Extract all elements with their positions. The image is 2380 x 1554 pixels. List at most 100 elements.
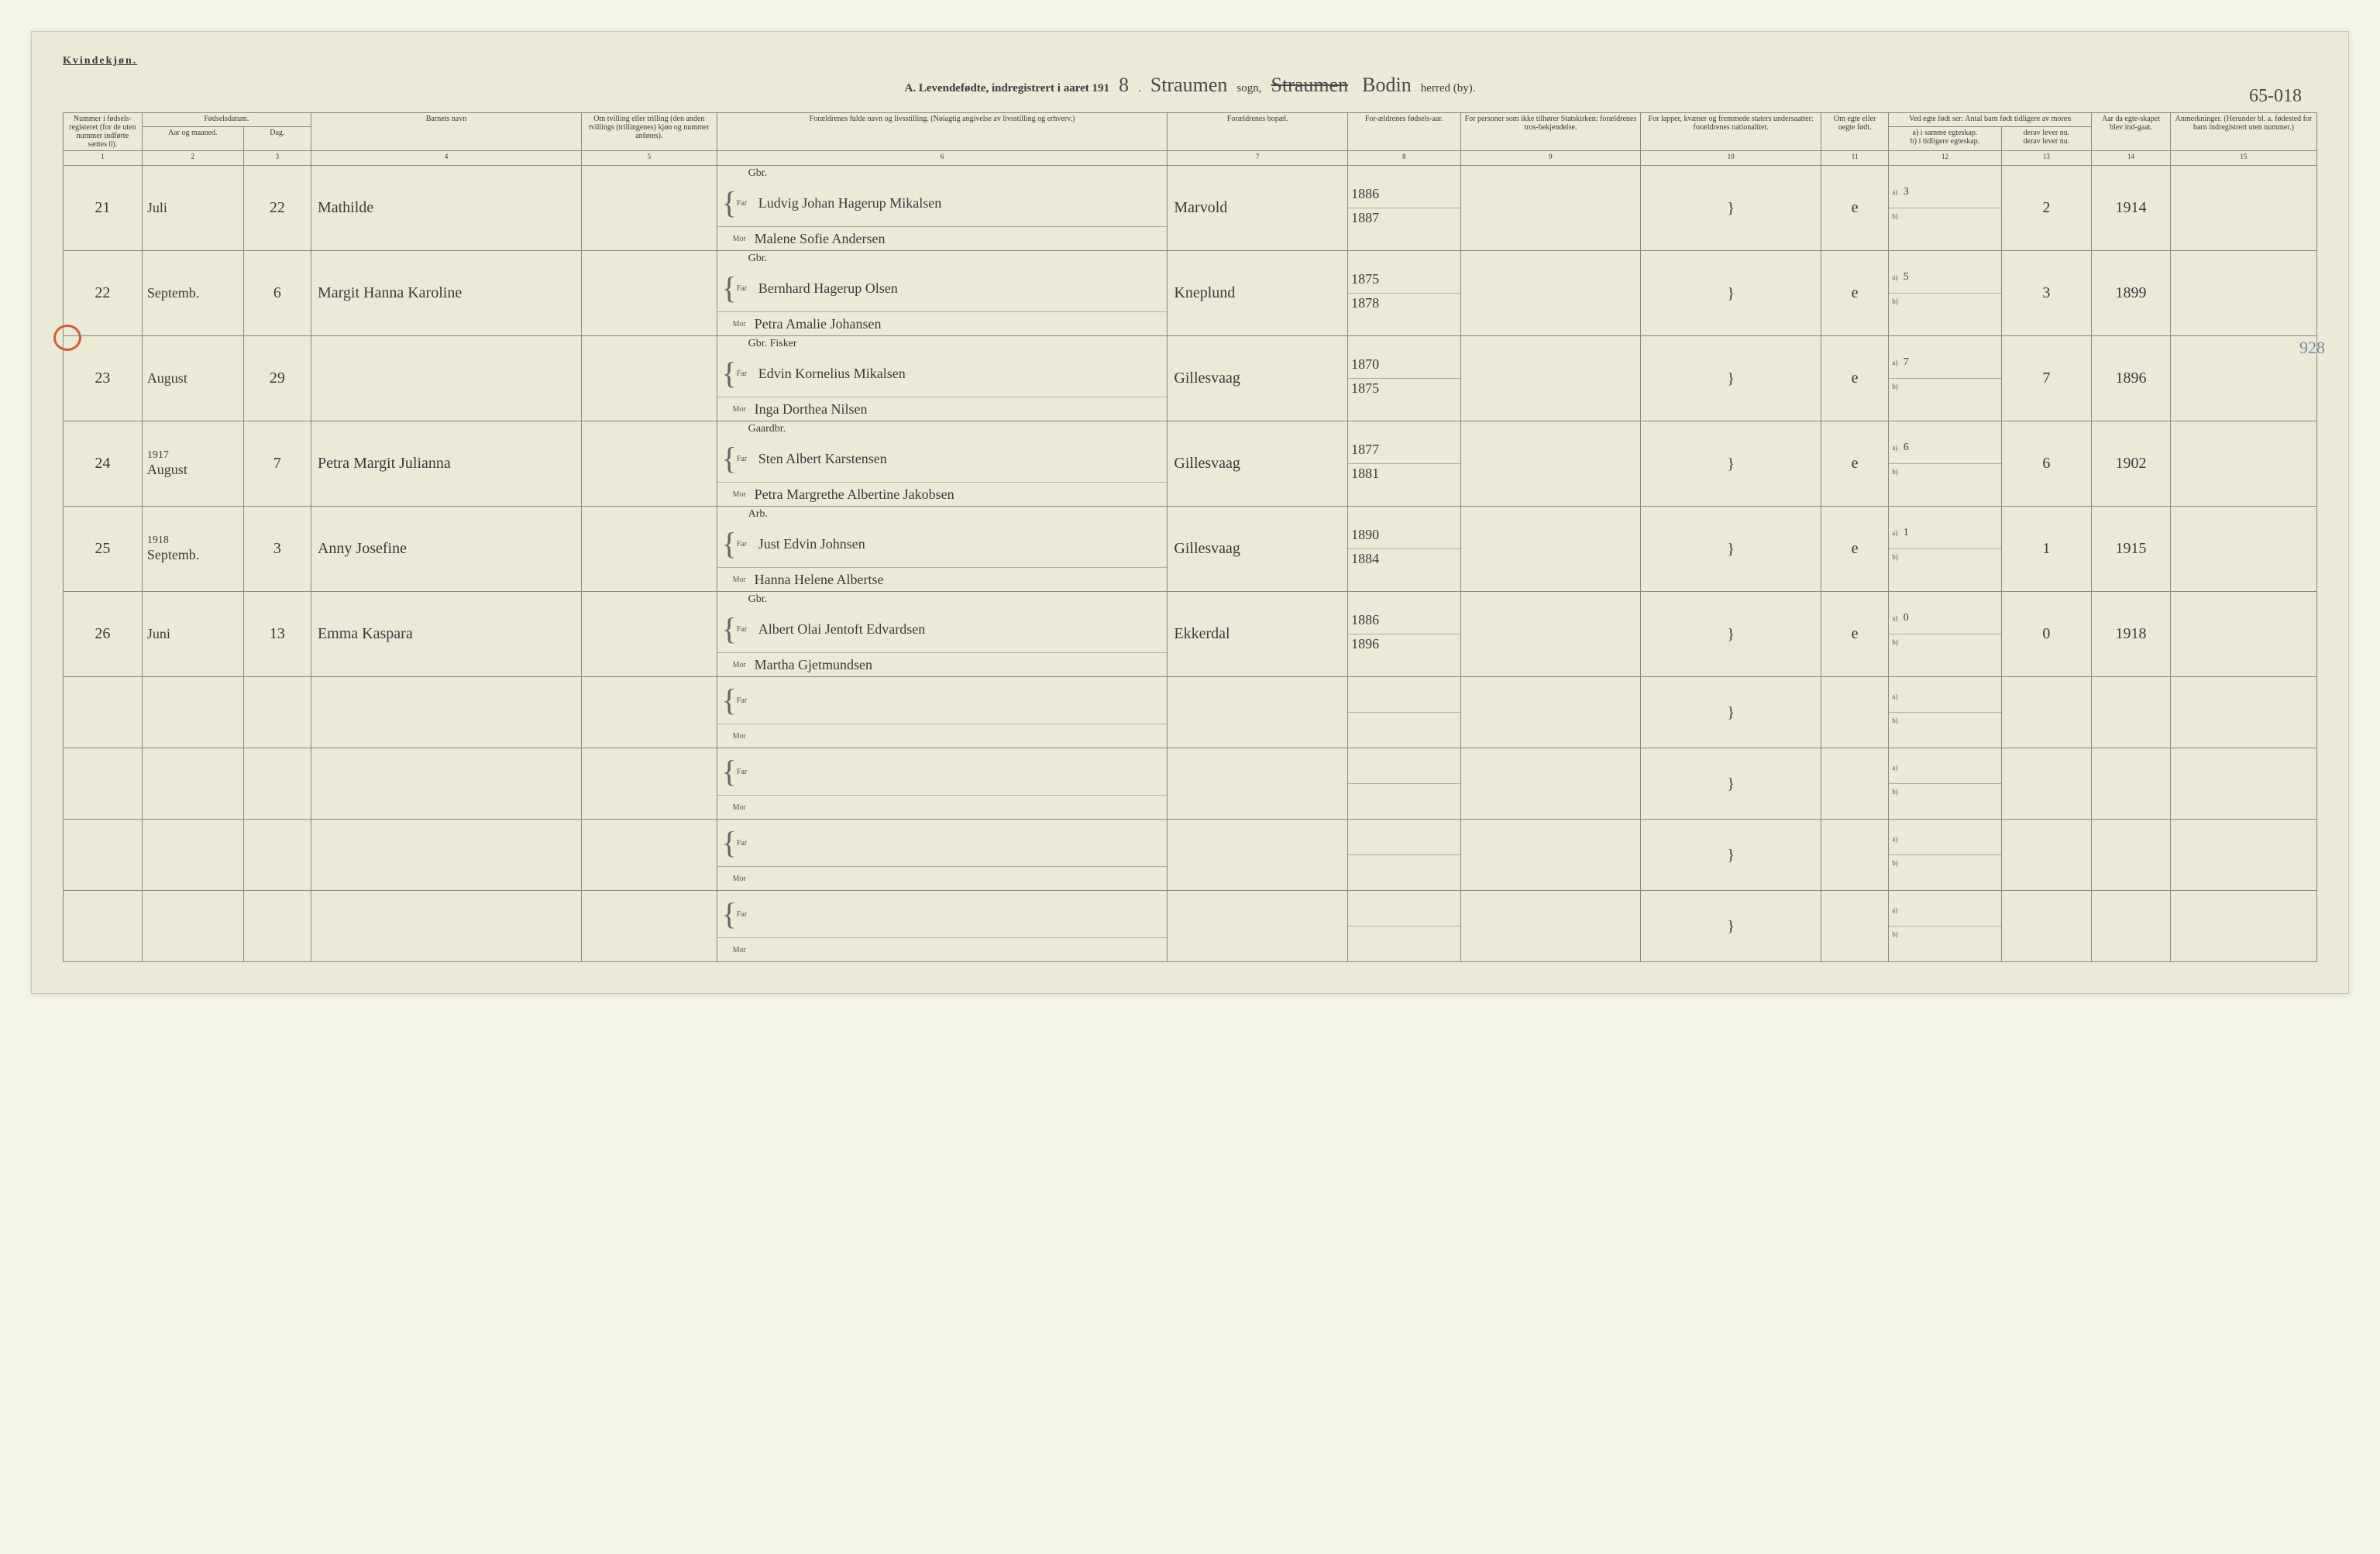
col-7: Forældrenes bopæl. <box>1168 113 1348 151</box>
col-11: Om egte eller uegte født. <box>1821 113 1888 151</box>
month: 1917August <box>142 421 243 507</box>
birth-years: 18771881 <box>1348 421 1460 507</box>
title-prefix: A. Levendefødte, indregistrert i aaret 1… <box>904 82 1109 95</box>
prior-children: a) 7 b) <box>1889 336 2001 421</box>
col-6: Forældrenes fulde navn og livsstilling. … <box>717 113 1168 151</box>
col-2b: Dag. <box>243 127 311 151</box>
child-name: Emma Kaspara <box>311 592 581 677</box>
residence: Gillesvaag <box>1168 336 1348 421</box>
month: 1918Septemb. <box>142 507 243 592</box>
table-row: {Far Mor } a)b) <box>64 677 2317 748</box>
register-page: 928 Kvindekjøn. A. Levendefødte, indregi… <box>31 31 2349 994</box>
legitimate: e <box>1821 251 1888 336</box>
red-annotation-circle <box>53 325 81 351</box>
sogn-name: Straumen <box>1146 74 1233 97</box>
living: 7 <box>2001 336 2091 421</box>
herred-label: herred (by). <box>1421 82 1476 95</box>
month: August <box>142 336 243 421</box>
marriage-year: 1914 <box>2092 166 2171 251</box>
herred-code: 65-018 <box>2249 86 2302 107</box>
col-8: For-ældrenes fødsels-aar. <box>1348 113 1460 151</box>
col-12: Ved egte født ser: Antal barn født tidli… <box>1889 113 2092 127</box>
title-line: A. Levendefødte, indregistrert i aaret 1… <box>63 74 2317 97</box>
child-name <box>311 336 581 421</box>
child-name: Petra Margit Julianna <box>311 421 581 507</box>
marriage-year: 1915 <box>2092 507 2171 592</box>
residence: Ekkerdal <box>1168 592 1348 677</box>
legitimate: e <box>1821 507 1888 592</box>
sogn-label: sogn, <box>1236 82 1261 95</box>
table-row: 21 Juli 22 Mathilde Gbr. {FarLudvig Joha… <box>64 166 2317 251</box>
birth-years: 18861887 <box>1348 166 1460 251</box>
month: Juli <box>142 166 243 251</box>
birth-years: 18901884 <box>1348 507 1460 592</box>
col-14: Aar da egte-skapet blev ind-gaat. <box>2092 113 2171 151</box>
title-dot: . <box>1138 82 1141 95</box>
table-header: Nummer i fødsels-registeret (for de uten… <box>64 113 2317 166</box>
table-body: 21 Juli 22 Mathilde Gbr. {FarLudvig Joha… <box>64 166 2317 962</box>
marriage-year: 1896 <box>2092 336 2171 421</box>
prior-children: a) 6 b) <box>1889 421 2001 507</box>
year-suffix: 8 <box>1114 74 1133 97</box>
child-name: Margit Hanna Karoline <box>311 251 581 336</box>
child-name: Mathilde <box>311 166 581 251</box>
table-row: {Far Mor } a)b) <box>64 820 2317 891</box>
col-2a: Aar og maaned. <box>142 127 243 151</box>
living: 1 <box>2001 507 2091 592</box>
col-10: For lapper, kvæner og fremmede staters u… <box>1641 113 1821 151</box>
parents: Gbr. {FarAlbert Olai Jentoft Edvardsen M… <box>717 592 1168 677</box>
parents: Gbr. {FarLudvig Johan Hagerup Mikalsen M… <box>717 166 1168 251</box>
prior-children: a) 5 b) <box>1889 251 2001 336</box>
day: 3 <box>243 507 311 592</box>
residence: Marvold <box>1168 166 1348 251</box>
prior-children: a) 0 b) <box>1889 592 2001 677</box>
col-1: Nummer i fødsels-registeret (for de uten… <box>64 113 143 151</box>
legitimate: e <box>1821 592 1888 677</box>
legitimate: e <box>1821 166 1888 251</box>
entry-number: 25 <box>64 507 143 592</box>
residence: Kneplund <box>1168 251 1348 336</box>
living: 2 <box>2001 166 2091 251</box>
col-5: Om tvilling eller trilling (den anden tv… <box>582 113 717 151</box>
table-row: 26 Juni 13 Emma Kaspara Gbr. {FarAlbert … <box>64 592 2317 677</box>
day: 7 <box>243 421 311 507</box>
table-row: 23 August 29 Gbr. Fisker {FarEdvin Korne… <box>64 336 2317 421</box>
entry-number: 22 <box>64 251 143 336</box>
day: 22 <box>243 166 311 251</box>
child-name: Anny Josefine <box>311 507 581 592</box>
legitimate: e <box>1821 421 1888 507</box>
entry-number: 21 <box>64 166 143 251</box>
prior-children: a) 1 b) <box>1889 507 2001 592</box>
col-15: Anmerkninger. (Herunder bl. a. fødested … <box>2170 113 2316 151</box>
birth-years: 18701875 <box>1348 336 1460 421</box>
parents: Gaardbr. {FarSten Albert Karstensen MorP… <box>717 421 1168 507</box>
day: 29 <box>243 336 311 421</box>
month: Septemb. <box>142 251 243 336</box>
living: 6 <box>2001 421 2091 507</box>
birth-years: 18751878 <box>1348 251 1460 336</box>
parents: Gbr. Fisker {FarEdvin Kornelius Mikalsen… <box>717 336 1168 421</box>
marriage-year: 1902 <box>2092 421 2171 507</box>
register-table: Nummer i fødsels-registeret (for de uten… <box>63 112 2317 962</box>
day: 13 <box>243 592 311 677</box>
living: 3 <box>2001 251 2091 336</box>
table-row: 25 1918Septemb. 3 Anny Josefine Arb. {Fa… <box>64 507 2317 592</box>
residence: Gillesvaag <box>1168 507 1348 592</box>
birth-years: 18861896 <box>1348 592 1460 677</box>
col-2: Fødselsdatum. <box>142 113 311 127</box>
residence: Gillesvaag <box>1168 421 1348 507</box>
parents: Arb. {FarJust Edvin Johnsen MorHanna Hel… <box>717 507 1168 592</box>
table-row: {Far Mor } a)b) <box>64 748 2317 820</box>
col-4: Barnets navn <box>311 113 581 151</box>
table-row: 22 Septemb. 6 Margit Hanna Karoline Gbr.… <box>64 251 2317 336</box>
col-9: For personer som ikke tilhører Statskirk… <box>1460 113 1641 151</box>
day: 6 <box>243 251 311 336</box>
table-row: {Far Mor } a)b) <box>64 891 2317 962</box>
gender-heading: Kvindekjøn. <box>63 55 137 67</box>
table-row: 24 1917August 7 Petra Margit Julianna Ga… <box>64 421 2317 507</box>
col-13: derav lever nu.derav lever nu. <box>2001 127 2091 151</box>
column-numbers: 1 2 3 4 5 6 7 8 9 10 11 12 13 14 15 <box>64 151 2317 166</box>
marriage-year: 1918 <box>2092 592 2171 677</box>
margin-note: 928 <box>2299 338 2325 358</box>
herred-struck: Straumen <box>1267 74 1353 97</box>
